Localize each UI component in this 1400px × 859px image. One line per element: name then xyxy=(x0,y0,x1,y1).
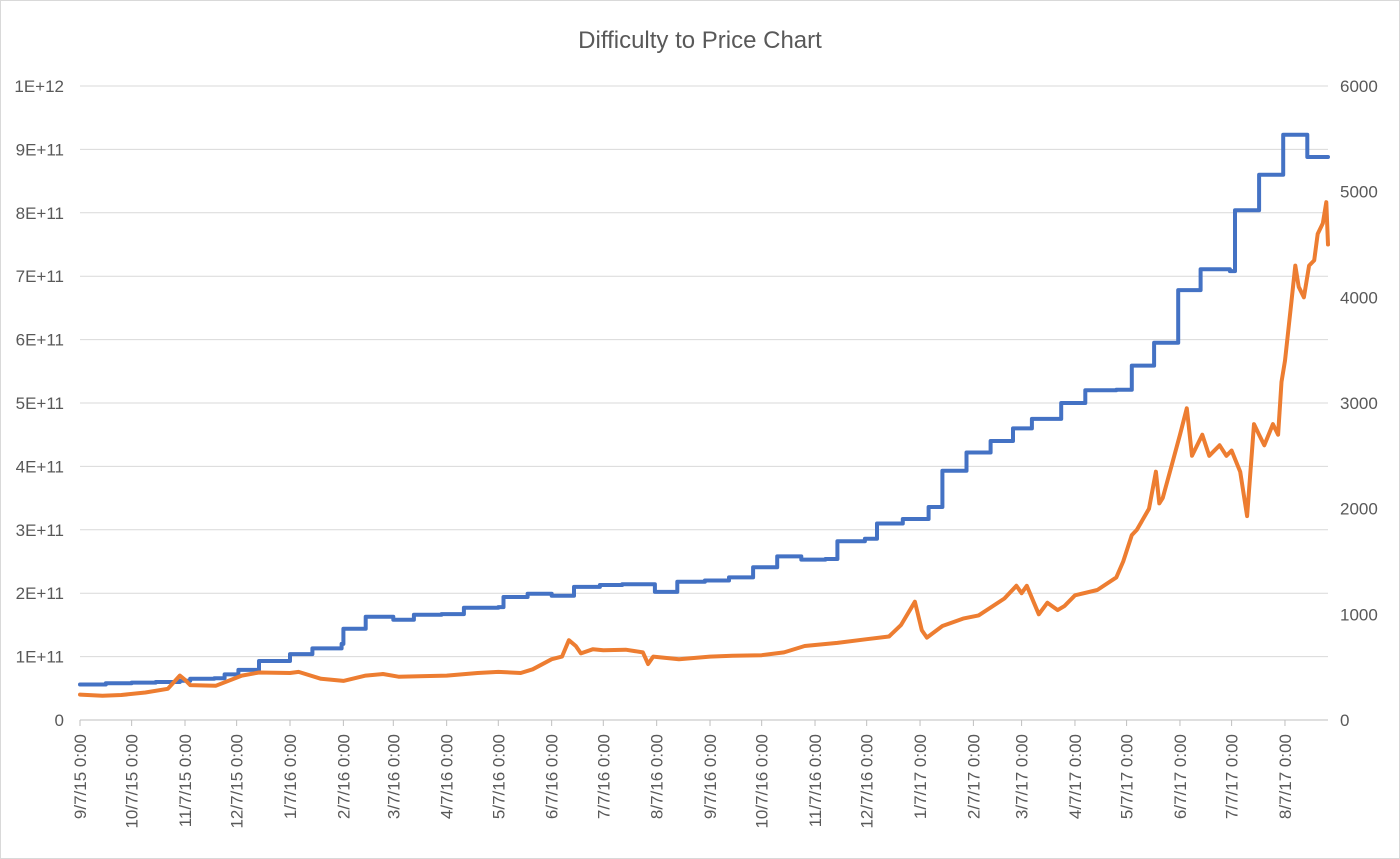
x-tick-label: 6/7/16 0:00 xyxy=(543,734,562,819)
x-tick-label: 10/7/16 0:00 xyxy=(753,734,772,829)
x-tick-label: 7/7/16 0:00 xyxy=(594,734,613,819)
left-tick-label: 2E+11 xyxy=(16,584,64,603)
x-tick-label: 11/7/16 0:00 xyxy=(806,734,825,827)
left-tick-label: 0 xyxy=(55,711,64,730)
x-tick-label: 10/7/15 0:00 xyxy=(123,734,142,829)
x-tick-label: 9/7/15 0:00 xyxy=(71,734,90,819)
left-tick-label: 3E+11 xyxy=(16,521,64,540)
x-tick-label: 5/7/16 0:00 xyxy=(489,734,508,819)
x-tick-label: 2/7/17 0:00 xyxy=(964,734,983,819)
x-tick-label: 12/7/15 0:00 xyxy=(228,734,247,829)
left-tick-label: 1E+12 xyxy=(14,77,64,96)
x-tick-label: 11/7/15 0:00 xyxy=(176,734,195,827)
x-tick-label: 1/7/16 0:00 xyxy=(281,734,300,819)
difficulty-series-line xyxy=(78,132,1330,687)
gridlines xyxy=(80,85,1328,658)
x-tick-label: 7/7/17 0:00 xyxy=(1223,734,1242,819)
x-tick-label: 6/7/17 0:00 xyxy=(1171,734,1190,819)
left-tick-label: 9E+11 xyxy=(16,140,64,159)
right-tick-label: 4000 xyxy=(1340,288,1378,307)
right-tick-label: 3000 xyxy=(1340,394,1378,413)
right-tick-label: 6000 xyxy=(1340,77,1378,96)
series-layer xyxy=(78,132,1330,698)
right-tick-label: 1000 xyxy=(1340,605,1378,624)
right-y-axis: 0 1000 2000 3000 4000 5000 6000 xyxy=(1340,77,1378,730)
x-tick-label: 4/7/17 0:00 xyxy=(1066,734,1085,819)
x-tick-label: 12/7/16 0:00 xyxy=(858,734,877,829)
left-y-axis: 0 1E+11 2E+11 3E+11 4E+11 5E+11 6E+11 7E+11 8E+1… xyxy=(14,77,64,730)
x-tick-label: 8/7/17 0:00 xyxy=(1276,734,1295,819)
left-tick-label: 8E+11 xyxy=(16,204,64,223)
left-tick-label: 1E+11 xyxy=(16,648,64,667)
x-axis: 9/7/15 0:00 10/7/15 0:00 11/7/15 0:00 12/7/… xyxy=(71,719,1328,829)
x-tick-label: 2/7/16 0:00 xyxy=(334,734,353,819)
x-tick-label: 3/7/16 0:00 xyxy=(384,734,403,819)
right-tick-label: 2000 xyxy=(1340,500,1378,519)
x-tick-label: 1/7/17 0:00 xyxy=(911,734,930,819)
x-tick-label: 4/7/16 0:00 xyxy=(438,734,457,819)
right-tick-label: 5000 xyxy=(1340,183,1378,202)
left-tick-label: 5E+11 xyxy=(16,394,64,413)
price-series-line xyxy=(78,200,1330,698)
left-tick-label: 7E+11 xyxy=(16,267,64,286)
left-tick-label: 4E+11 xyxy=(16,457,64,476)
x-tick-label: 8/7/16 0:00 xyxy=(648,734,667,819)
x-tick-label: 5/7/17 0:00 xyxy=(1118,734,1137,819)
x-tick-label: 9/7/16 0:00 xyxy=(701,734,720,819)
right-tick-label: 0 xyxy=(1340,711,1349,730)
left-tick-label: 6E+11 xyxy=(16,331,64,350)
x-tick-label: 3/7/17 0:00 xyxy=(1013,734,1032,819)
chart-title: Difficulty to Price Chart xyxy=(578,27,822,54)
